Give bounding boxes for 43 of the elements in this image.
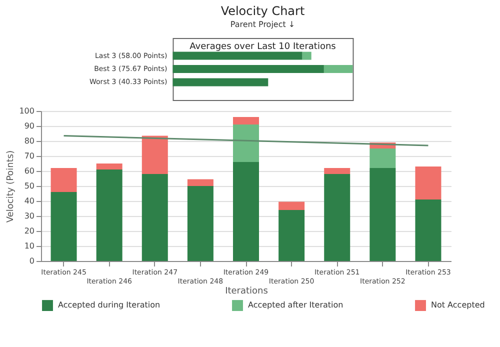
bar [187,179,214,186]
y-tick-label: 70 [24,152,34,160]
bar [278,210,305,261]
y-tick-label: 80 [24,136,34,146]
y-tick-label: 20 [24,226,34,236]
bar [415,166,442,200]
bar [370,148,396,168]
y-tick-label: 60 [24,166,34,176]
bar [278,202,305,210]
chart-subtitle: Parent Project ↓ [230,20,296,29]
legend-label: Accepted during Iteration [58,300,160,310]
bar [172,65,324,73]
y-tick-label: 40 [24,196,34,206]
legend-label: Accepted after Iteration [248,300,344,310]
y-tick-label: 50 [24,182,34,190]
x-axis-title: Iterations [225,286,268,296]
bar [172,52,302,60]
bar [187,186,214,261]
bar [142,136,168,174]
bar [324,174,350,261]
bar [415,200,442,261]
bar [172,78,268,86]
bar [233,117,259,124]
bar [233,124,259,162]
bar [324,168,350,174]
legend-label: Not Accepted [431,300,485,310]
y-tick-label: 10 [24,242,34,250]
bar [302,52,312,60]
y-tick-label: 30 [24,212,34,220]
y-axis-title: Velocity (Points) [6,150,16,223]
y-tick-label: 90 [24,122,34,130]
chart-title: Velocity Chart [220,4,305,18]
bar [142,174,168,261]
bar [50,192,77,261]
bar [233,162,259,261]
bar [96,170,122,261]
bar [50,168,77,192]
annotation: Averages over Last 10 Iterations [190,42,336,52]
y-tick-label: 100 [19,106,34,116]
bar [96,164,122,170]
bar [370,168,396,261]
bar [324,65,353,73]
y-tick-label: 0 [29,256,34,266]
